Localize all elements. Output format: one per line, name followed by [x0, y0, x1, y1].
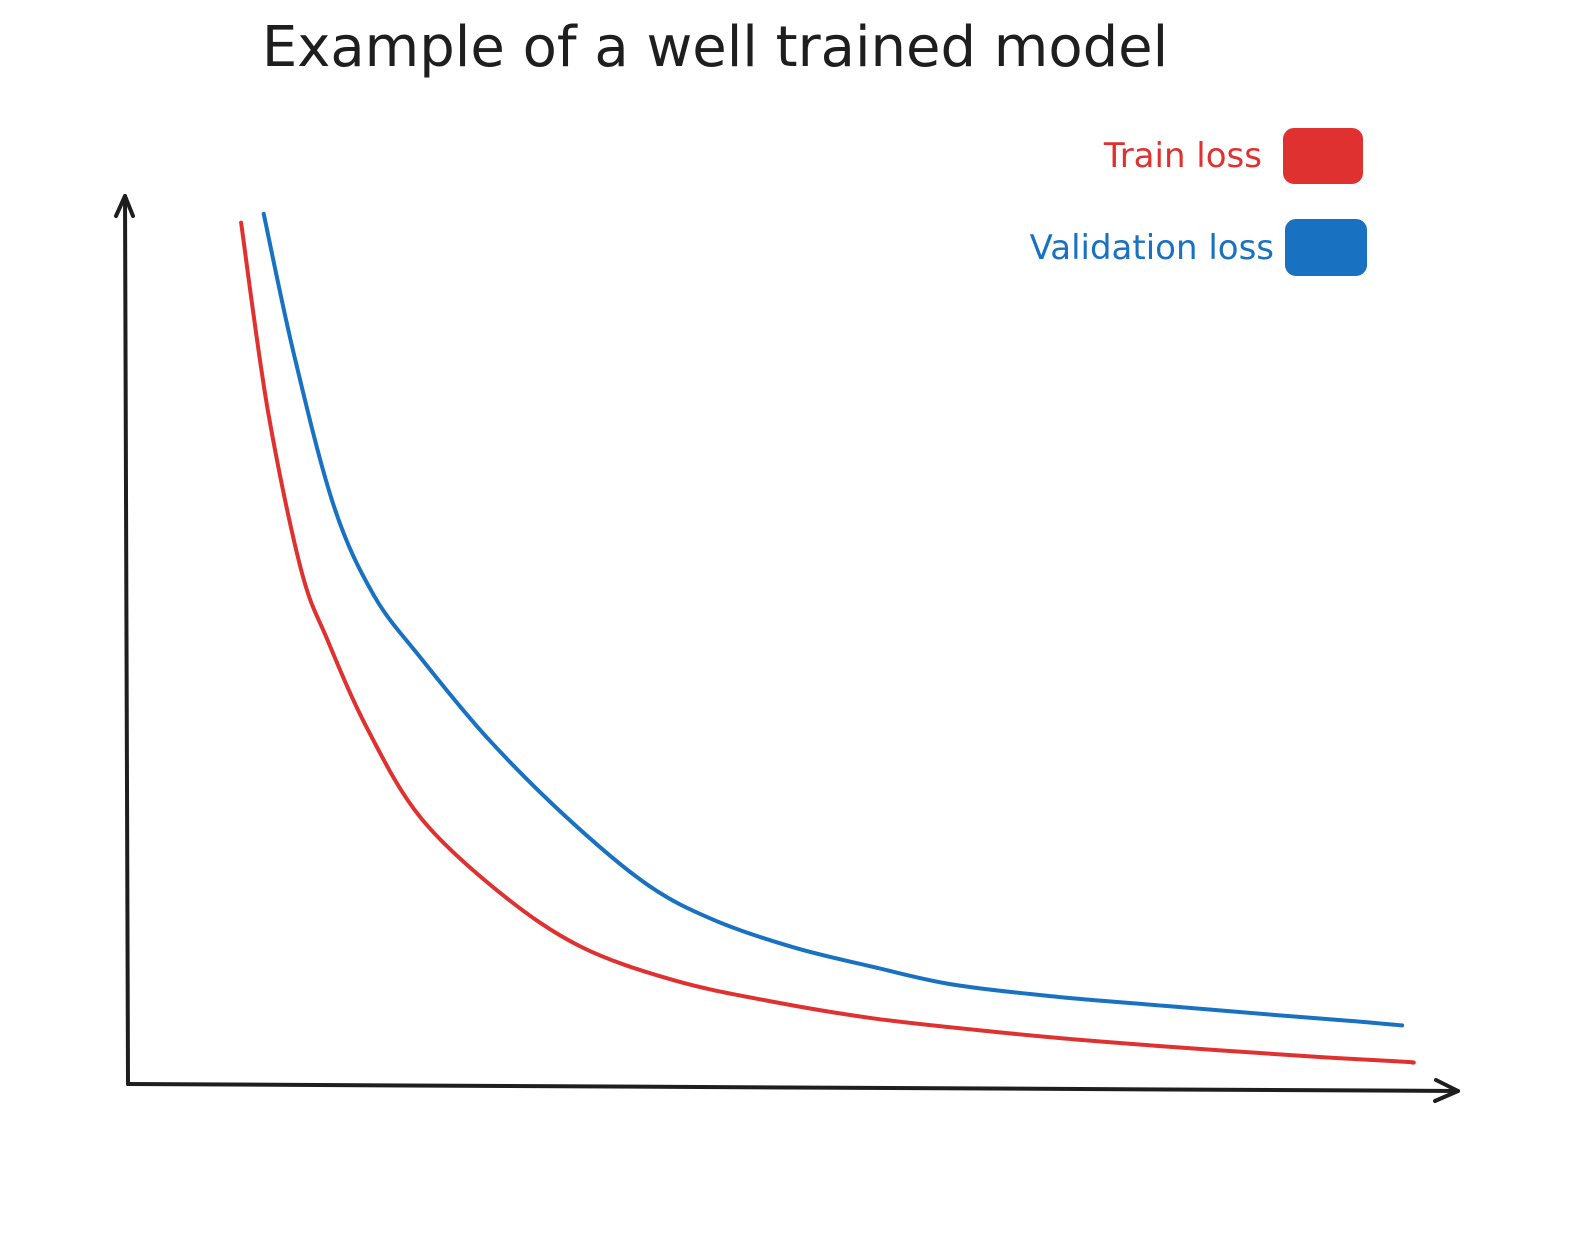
legend-swatch-train-loss — [1283, 128, 1363, 184]
y-axis-line — [123, 194, 130, 1086]
series-layer — [239, 211, 1416, 1065]
train-loss-line — [239, 220, 1416, 1065]
legend: Train loss Validation loss — [1030, 128, 1367, 276]
x-axis-arrowhead — [1433, 1078, 1460, 1103]
chart-title: Example of a well trained model — [262, 15, 1168, 80]
legend-label-validation-loss: Validation loss — [1030, 228, 1274, 268]
y-axis-arrowhead — [114, 194, 135, 218]
x-axis-line — [126, 1082, 1460, 1093]
legend-swatch-validation-loss — [1285, 219, 1367, 276]
axes — [114, 194, 1460, 1103]
validation-loss-line — [261, 211, 1405, 1028]
legend-label-train-loss: Train loss — [1103, 136, 1262, 176]
